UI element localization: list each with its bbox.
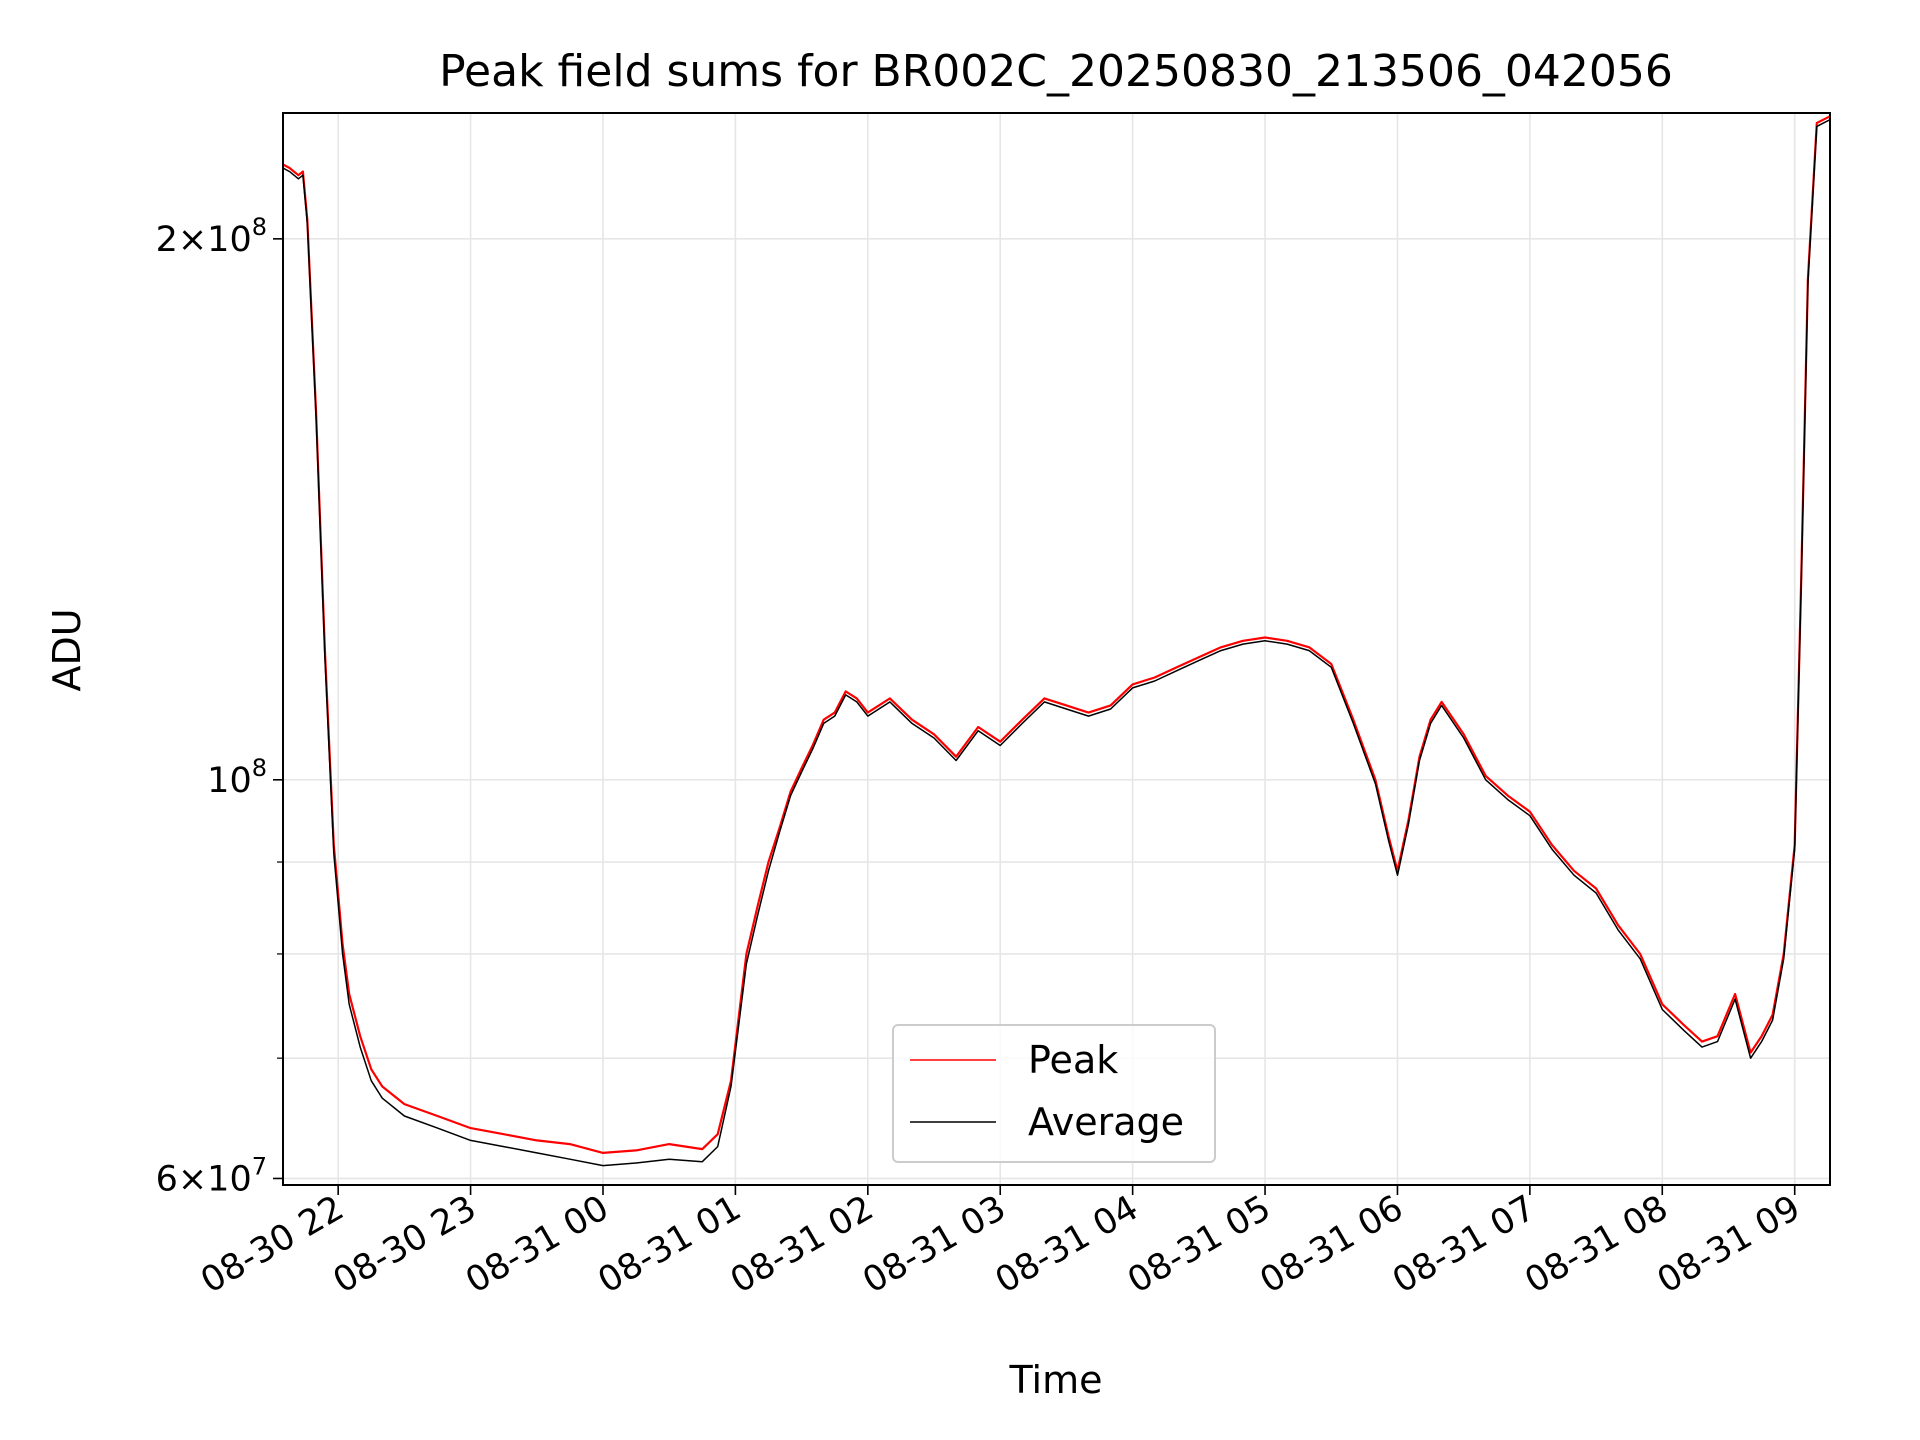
- chart-title: Peak field sums for BR002C_20250830_2135…: [439, 46, 1673, 97]
- legend: Peak Average: [892, 1024, 1216, 1163]
- y-tick-exponent: 8: [252, 213, 267, 241]
- legend-label-peak: Peak: [1028, 1038, 1118, 1082]
- y-tick-times: ×10: [178, 1159, 252, 1199]
- y-tick-label: 2×108: [156, 213, 267, 260]
- y-tick-exponent: 8: [252, 754, 267, 782]
- series-line-peak: [283, 115, 1830, 1155]
- y-tick-label: 6×107: [156, 1152, 267, 1199]
- series-layer: [283, 115, 1830, 1167]
- x-axis-label: Time: [1009, 1358, 1103, 1402]
- y-axis-label: ADU: [45, 608, 89, 691]
- grid-layer: [283, 113, 1830, 1185]
- y-tick-times: ×10: [178, 220, 252, 260]
- y-tick-mantissa: 6: [156, 1159, 178, 1199]
- y-tick-base: 10: [207, 761, 252, 801]
- y-tick-exponent: 7: [252, 1152, 267, 1180]
- series-line-average: [283, 119, 1830, 1167]
- y-tick-mantissa: 2: [156, 220, 178, 260]
- legend-label-average: Average: [1028, 1100, 1184, 1144]
- y-tick-label: 108: [207, 754, 267, 801]
- plot-area-frame: [282, 112, 1831, 1186]
